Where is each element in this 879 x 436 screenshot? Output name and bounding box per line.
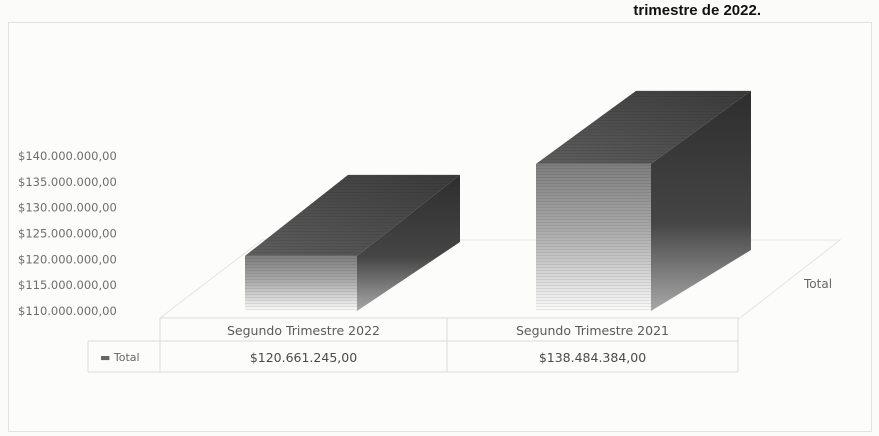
category-label: Segundo Trimestre 2021 (516, 323, 669, 338)
depth-axis-label: Total (803, 277, 832, 291)
data-label: $120.661.245,00 (250, 350, 357, 365)
bar (245, 174, 460, 311)
bar-front-texture (536, 163, 651, 311)
bar-top-texture (536, 90, 751, 164)
y-tick-label: $110.000.000,00 (18, 304, 117, 318)
y-tick-label: $125.000.000,00 (18, 227, 117, 241)
data-table: Segundo Trimestre 2022 Segundo Trimestre … (87, 317, 739, 373)
bar-side-face (357, 174, 460, 311)
bar-side-face (651, 90, 751, 311)
category-label: Segundo Trimestre 2022 (227, 323, 380, 338)
bar-top-texture (245, 174, 460, 256)
data-label: $138.484.384,00 (539, 350, 646, 365)
bar-front-texture (245, 255, 357, 311)
legend-entry: ▬ Total (100, 351, 140, 364)
bars-group (245, 90, 751, 311)
y-tick-label: $120.000.000,00 (18, 252, 117, 266)
y-tick-label: $115.000.000,00 (18, 278, 117, 292)
caption-text: trimestre de 2022. (633, 2, 761, 19)
y-axis: $110.000.000,00 $115.000.000,00 $120.000.0… (18, 149, 117, 318)
y-tick-label: $135.000.000,00 (18, 175, 117, 189)
y-tick-label: $130.000.000,00 (18, 201, 117, 215)
y-tick-label: $140.000.000,00 (18, 149, 117, 163)
bar (536, 90, 751, 311)
